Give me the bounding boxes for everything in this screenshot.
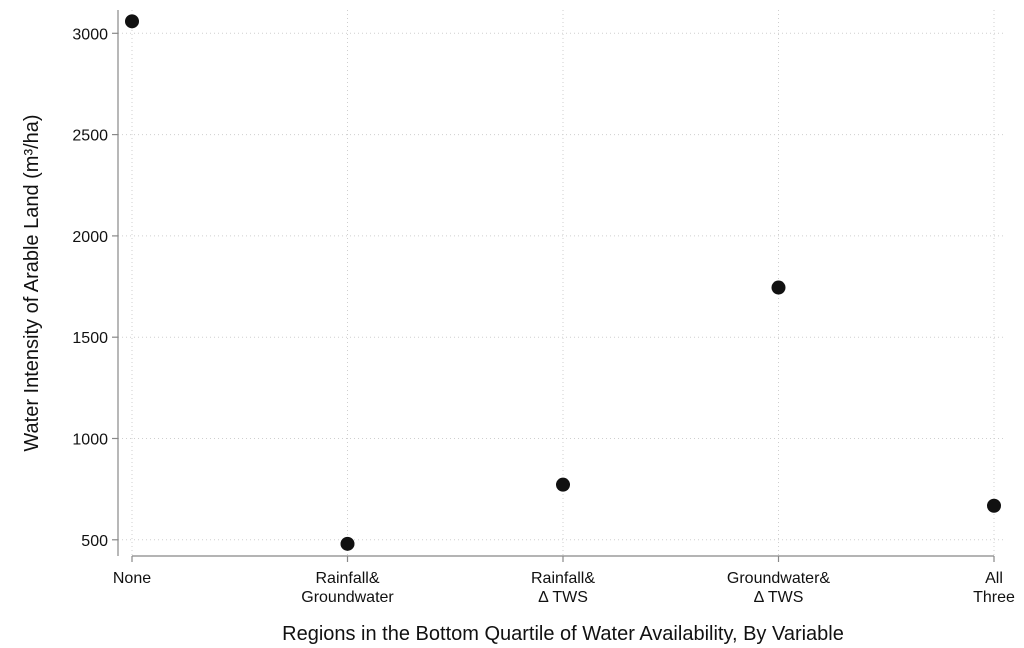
point xyxy=(125,14,139,29)
y-tick-label: 500 xyxy=(81,533,108,550)
point xyxy=(556,477,570,492)
y-tick-label: 1500 xyxy=(72,330,108,347)
point xyxy=(987,498,1001,513)
x-tick-label: None xyxy=(113,570,151,587)
y-tick-label: 2500 xyxy=(72,128,108,145)
x-axis-label: Regions in the Bottom Quartile of Water … xyxy=(282,623,844,645)
point xyxy=(771,280,786,295)
y-tick-label: 2000 xyxy=(72,229,108,246)
x-tick-label: Rainfall& Groundwater xyxy=(301,570,394,606)
x-tick-label: Rainfall& Δ TWS xyxy=(531,570,595,606)
point xyxy=(340,536,355,551)
y-axis-label: Water Intensity of Arable Land (m³/ha) xyxy=(21,114,43,451)
y-tick-label: 3000 xyxy=(72,26,108,43)
x-tick-label: All Three xyxy=(973,570,1015,606)
x-tick-label: Groundwater& Δ TWS xyxy=(727,570,830,606)
y-tick-label: 1000 xyxy=(72,431,108,448)
